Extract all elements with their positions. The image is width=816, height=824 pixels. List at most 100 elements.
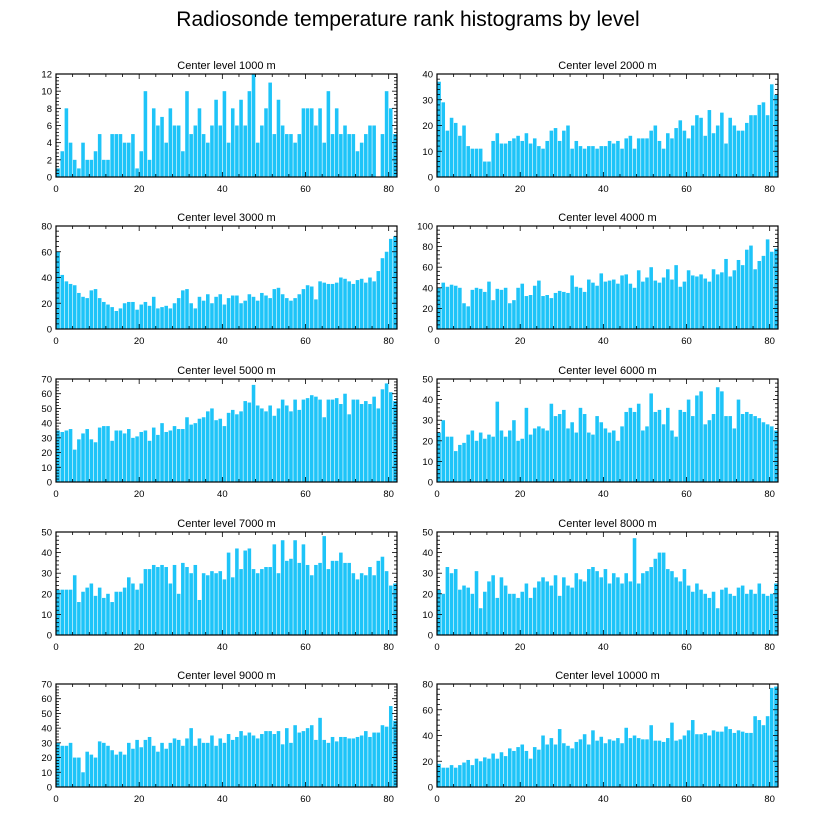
histogram-bar: [703, 424, 708, 482]
histogram-bar: [301, 399, 306, 482]
histogram-bar: [574, 573, 579, 635]
histogram-bar: [309, 725, 314, 787]
histogram-bar: [239, 731, 243, 787]
panel-title: Center level 2000 m: [558, 60, 656, 72]
histogram-bar: [645, 571, 649, 635]
histogram-bar: [176, 593, 181, 635]
histogram-bar: [172, 303, 177, 329]
histogram-bar: [720, 589, 724, 635]
histogram-bar: [334, 741, 339, 787]
histogram-bar: [168, 108, 173, 177]
panel-8: Center level 8000 m 0 20 40 60 80 0 10 20 30 40 50: [422, 518, 779, 653]
histogram-bar: [139, 583, 144, 635]
histogram-bar: [368, 125, 372, 177]
histogram-bar: [765, 716, 770, 787]
x-tick-label: 20: [134, 794, 145, 805]
histogram-bar: [384, 571, 389, 635]
histogram-bar: [537, 749, 541, 787]
histogram-bar: [305, 108, 310, 177]
panel-7: Center level 7000 m 0 20 40 60 80 0 10 20 30 40 50: [41, 518, 398, 653]
histogram-bar: [757, 720, 762, 787]
histogram-bar: [765, 115, 770, 177]
histogram-bar: [97, 587, 102, 635]
x-tick-label: 40: [598, 489, 609, 500]
histogram-bar: [757, 418, 762, 482]
histogram-bar: [682, 569, 687, 635]
histogram-bar: [326, 283, 331, 329]
histogram-bar: [247, 91, 252, 177]
x-tick-label: 80: [764, 794, 775, 805]
histogram-bar: [453, 451, 458, 482]
histogram-bar: [487, 758, 491, 787]
x-tick-label: 60: [300, 794, 311, 805]
histogram-bar: [628, 135, 633, 177]
histogram-bar: [595, 740, 599, 787]
x-tick-label: 40: [598, 794, 609, 805]
histogram-bar: [160, 116, 164, 177]
histogram-bar: [690, 275, 695, 329]
histogram-bar: [732, 125, 737, 177]
x-tick-label: 40: [598, 336, 609, 347]
histogram-bar: [437, 81, 441, 177]
histogram-bar: [122, 587, 127, 635]
histogram-bar: [674, 436, 678, 482]
histogram-bar: [582, 414, 587, 482]
histogram-bar: [728, 416, 732, 482]
bar-series: [437, 239, 778, 329]
panel-2: Center level 2000 m 0 20 40 60 80 0 10 20 30 40: [422, 60, 779, 195]
histogram-bar: [131, 134, 135, 177]
histogram-bar: [305, 285, 310, 329]
histogram-bar: [499, 289, 504, 329]
histogram-bar: [736, 399, 741, 482]
histogram-bar: [301, 731, 306, 787]
histogram-bar: [359, 142, 364, 177]
histogram-bar: [285, 728, 289, 787]
histogram-bar: [483, 757, 487, 787]
histogram-bar: [495, 597, 500, 635]
histogram-bar: [491, 300, 495, 329]
histogram-bar: [707, 735, 712, 787]
y-tick-label: 20: [41, 448, 52, 459]
histogram-bar: [470, 430, 475, 482]
histogram-bar: [591, 282, 595, 329]
histogram-bar: [449, 284, 454, 329]
histogram-bar: [260, 569, 264, 635]
histogram-bar: [524, 407, 529, 482]
histogram-bar: [483, 161, 487, 177]
histogram-bar: [545, 430, 549, 482]
histogram-bar: [60, 745, 65, 787]
histogram-bar: [636, 138, 641, 178]
histogram-bar: [499, 752, 504, 787]
histogram-bar: [616, 440, 620, 482]
y-tick-label: 30: [422, 95, 433, 106]
histogram-bar: [715, 608, 720, 635]
histogram-bar: [458, 765, 462, 787]
histogram-bar: [314, 564, 318, 635]
histogram-bar: [168, 583, 173, 635]
histogram-bar: [372, 396, 376, 482]
histogram-bar: [197, 418, 202, 482]
histogram-bar: [508, 593, 512, 635]
histogram-bar: [653, 280, 658, 329]
histogram-bar: [260, 734, 264, 787]
histogram-bar: [151, 745, 156, 787]
histogram-bar: [77, 439, 81, 482]
histogram-bar: [139, 151, 144, 177]
histogram-bar: [453, 569, 458, 635]
histogram-bar: [699, 274, 703, 329]
histogram-bar: [214, 296, 218, 329]
histogram-bar: [268, 82, 272, 177]
histogram-bar: [218, 125, 223, 177]
x-tick-label: 80: [764, 489, 775, 500]
histogram-bar: [607, 140, 612, 177]
histogram-bar: [160, 423, 164, 482]
histogram-bar: [185, 417, 189, 482]
histogram-bar: [251, 296, 256, 329]
histogram-bar: [458, 287, 462, 329]
histogram-bar: [595, 416, 599, 482]
histogram-bar: [77, 757, 81, 787]
histogram-bar: [620, 148, 624, 177]
histogram-bar: [649, 567, 653, 635]
histogram-bar: [156, 751, 160, 787]
x-tick-label: 40: [217, 336, 228, 347]
